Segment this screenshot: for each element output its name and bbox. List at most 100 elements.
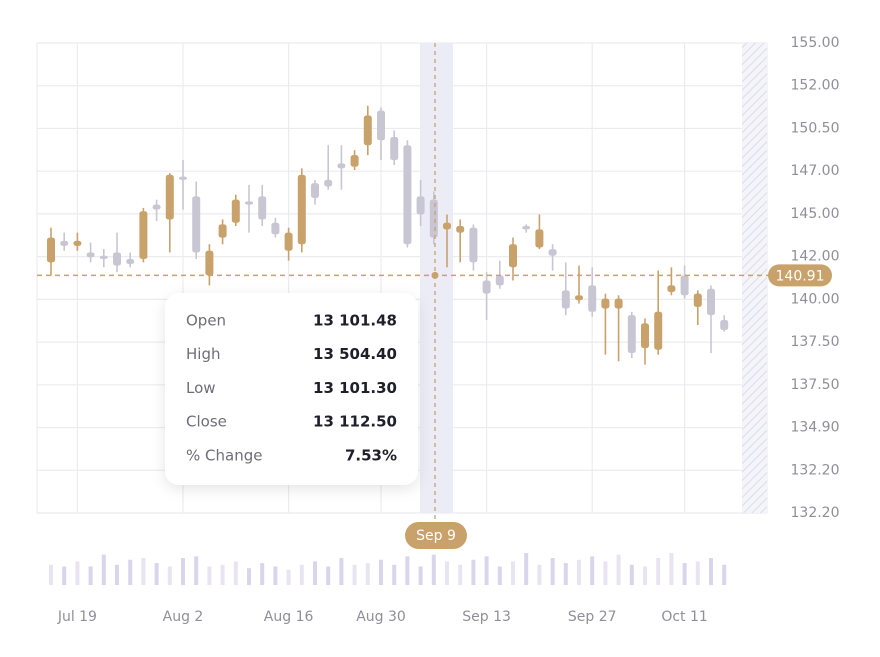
candle-body [548, 249, 557, 256]
volume-bar [458, 564, 463, 585]
x-tick-label: Jul 19 [57, 609, 97, 625]
candle-body [680, 275, 689, 296]
volume-bar [682, 563, 687, 585]
y-tick-label: 134.90 [791, 420, 840, 436]
candle-body [350, 155, 359, 167]
candle-body [522, 226, 531, 230]
volume-bar [141, 558, 146, 585]
candle-body [205, 250, 214, 276]
volume-bar [524, 553, 529, 585]
x-tick-label: Sep 27 [568, 609, 617, 625]
volume-bar [379, 559, 383, 585]
candle-body [192, 196, 201, 253]
y-tick-label: 142.00 [791, 249, 840, 265]
candle-body [324, 179, 333, 187]
candle-body [126, 259, 135, 264]
volume-bar [326, 566, 331, 585]
volume-bar [313, 561, 317, 585]
y-tick-label: 152.00 [791, 78, 840, 94]
candle-body [152, 204, 161, 210]
tooltip-value: 13 101.30 [313, 379, 397, 397]
candle-body [73, 240, 82, 246]
candle-body [363, 115, 372, 146]
volume-bar [603, 561, 608, 585]
x-tick-label: Aug 16 [264, 609, 314, 625]
volume-bar [101, 554, 106, 585]
volume-bar [128, 559, 133, 585]
candle-body [284, 232, 293, 251]
candle-body [258, 196, 267, 220]
tooltip-value: 13 112.50 [313, 413, 397, 431]
candle-body [245, 201, 253, 205]
volume-bar [616, 554, 621, 585]
tooltip: Open 13 101.48 High 13 504.40 Low 13 101.30 Cl… [165, 293, 418, 485]
y-tick-label: 155.00 [791, 35, 840, 51]
volume-bar [669, 553, 674, 585]
y-tick-label: 140.00 [791, 291, 840, 307]
volume-bar [88, 566, 93, 585]
volume-bar [115, 564, 119, 585]
volume-bar [260, 563, 265, 585]
candle-body [614, 298, 623, 309]
candle-body [588, 285, 597, 312]
x-tick-label: Oct 11 [661, 609, 707, 625]
candle-body [667, 285, 676, 293]
volume-bar [339, 558, 344, 585]
volume-bar [484, 556, 489, 585]
volume-bar [365, 563, 370, 585]
candle-body [231, 199, 240, 223]
y-tick-label: 132.20 [791, 505, 840, 521]
volume-bar [220, 564, 225, 585]
volume-bar [537, 564, 542, 585]
candle-body [139, 211, 148, 260]
candle-body [311, 183, 319, 199]
volume-bar [431, 554, 436, 585]
volume-bar [194, 556, 199, 585]
candle-body [60, 240, 69, 246]
volume-bar [695, 561, 700, 585]
candle-body [377, 110, 385, 141]
candle-body [641, 323, 649, 349]
tooltip-box [165, 293, 418, 485]
candle-body [429, 199, 438, 238]
volume-bar [497, 566, 502, 585]
candle-body [535, 229, 544, 248]
candle-body [575, 295, 583, 301]
candle-body [693, 293, 702, 307]
volume-bar [656, 558, 661, 585]
future-zone [742, 43, 767, 513]
candle-body [509, 244, 517, 268]
y-tick-label: 147.00 [791, 163, 840, 179]
volume-bar [181, 558, 185, 585]
candle-body [561, 290, 570, 309]
volume-bar [590, 556, 595, 585]
candle-body [390, 137, 399, 161]
volume-bar [563, 563, 568, 585]
volume-bar [62, 566, 67, 585]
candle-body [416, 196, 425, 215]
y-tick-label: 137.50 [791, 334, 840, 350]
candle-body [469, 227, 478, 263]
crosshair-dot [431, 271, 439, 279]
x-tick-label: Aug 30 [356, 609, 406, 625]
x-tick-label: Aug 2 [163, 609, 204, 625]
y-tick-label: 132.20 [791, 462, 840, 478]
volume-bar [471, 559, 476, 585]
last-price-badge [768, 264, 832, 287]
candle-body [86, 252, 95, 258]
tooltip-key: % Change [186, 446, 262, 464]
volume-bar [352, 564, 357, 585]
last-price-label: 140.91 [776, 268, 825, 284]
candle-body [495, 275, 504, 286]
volume-bar [49, 564, 53, 585]
candle-body [601, 298, 610, 309]
volume-bar [550, 558, 555, 585]
volume-bar [722, 564, 727, 585]
tooltip-key: Low [186, 379, 216, 397]
candle-body [165, 174, 174, 220]
tooltip-key: High [186, 345, 220, 363]
candle-body [337, 163, 346, 169]
volume-bar [445, 561, 449, 585]
tooltip-value: 7.53% [345, 446, 397, 464]
